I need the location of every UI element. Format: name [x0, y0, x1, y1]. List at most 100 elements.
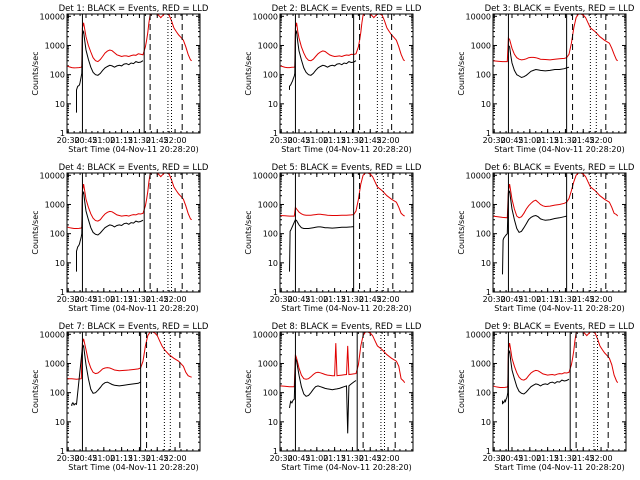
y-axis-label: Counts/sec — [457, 210, 466, 254]
y-tick-label: 10000 — [40, 171, 65, 180]
y-axis: 1 10 100 1000 10000 — [466, 171, 626, 297]
y-tick-label: 100 — [50, 389, 65, 398]
x-tick-label: 22:00 — [164, 136, 187, 145]
plot-frame — [279, 172, 414, 293]
x-tick-label: 21:30 — [341, 295, 364, 304]
x-tick-label: 21:15 — [323, 454, 346, 463]
x-tick-label: 20:45 — [74, 454, 97, 463]
x-tick-label: 21:15 — [110, 295, 133, 304]
y-tick-label: 10000 — [253, 330, 278, 339]
y-tick-label: 100 — [263, 230, 278, 239]
y-tick-label: 100 — [50, 71, 65, 80]
y-tick-label: 100 — [476, 230, 491, 239]
plot-area — [280, 173, 405, 292]
x-axis-label: Start Time (04-Nov-11 20:28:20) — [494, 304, 624, 313]
y-tick-label: 10 — [268, 418, 278, 427]
x-tick-label: 20:30 — [270, 136, 293, 145]
x-tick-label: 20:30 — [270, 295, 293, 304]
x-axis-label: Start Time (04-Nov-11 20:28:20) — [281, 145, 411, 154]
x-tick-label: 21:30 — [341, 454, 364, 463]
y-tick-label: 100 — [50, 230, 65, 239]
y-axis-label: Counts/sec — [457, 369, 466, 413]
panel-title: Det 9: BLACK = Events, RED = LLD — [485, 322, 635, 332]
y-axis-label: Counts/sec — [31, 210, 40, 254]
x-tick-label: 21:45 — [572, 295, 595, 304]
y-axis-label: Counts/sec — [244, 51, 253, 95]
detector-panel-1: Det 1: BLACK = Events, RED = LLD 1 10 100 10… — [31, 4, 209, 154]
plot-area — [493, 173, 619, 292]
y-tick-label: 1 — [273, 129, 278, 138]
y-tick-label: 1000 — [471, 359, 491, 368]
y-tick-label: 10000 — [40, 12, 65, 21]
y-tick-label: 10000 — [253, 12, 278, 21]
plot-area — [67, 332, 192, 451]
lld-series-line — [493, 332, 619, 388]
events-series-line — [502, 349, 570, 405]
x-tick-label: 21:00 — [305, 136, 328, 145]
y-tick-label: 1000 — [258, 41, 278, 50]
plot-area — [493, 332, 619, 451]
y-tick-label: 100 — [476, 71, 491, 80]
x-tick-label: 20:30 — [57, 136, 80, 145]
x-tick-label: 21:00 — [92, 136, 115, 145]
x-tick-label: 20:45 — [287, 454, 310, 463]
y-tick-label: 100 — [263, 389, 278, 398]
x-tick-label: 20:45 — [287, 295, 310, 304]
y-tick-label: 1 — [486, 129, 491, 138]
panel-title: Det 3: BLACK = Events, RED = LLD — [485, 4, 635, 14]
x-tick-label: 20:45 — [500, 295, 523, 304]
y-tick-label: 1 — [486, 447, 491, 456]
y-axis: 1 10 100 1000 10000 — [466, 12, 626, 138]
x-axis-label: Start Time (04-Nov-11 20:28:20) — [68, 463, 198, 472]
x-tick-label: 21:15 — [110, 136, 133, 145]
y-axis: 1 10 100 1000 10000 — [253, 171, 413, 297]
y-axis-label: Counts/sec — [31, 51, 40, 95]
detector-panel-7: Det 7: BLACK = Events, RED = LLD 1 10 100 10… — [31, 322, 209, 472]
x-tick-label: 20:30 — [483, 454, 506, 463]
plot-frame — [66, 331, 201, 452]
y-tick-label: 1000 — [45, 359, 65, 368]
plot-frame — [66, 172, 201, 293]
events-series-line — [76, 190, 144, 272]
x-tick-label: 20:30 — [57, 454, 80, 463]
detector-panel-2: Det 2: BLACK = Events, RED = LLD 1 10 100 10… — [244, 4, 422, 154]
detector-panel-9: Det 9: BLACK = Events, RED = LLD 1 10 100 10… — [457, 322, 635, 472]
events-series-line — [71, 344, 141, 406]
x-tick-label: 21:00 — [92, 295, 115, 304]
plot-frame — [492, 172, 627, 293]
panel-title: Det 7: BLACK = Events, RED = LLD — [59, 322, 209, 332]
x-tick-label: 21:00 — [305, 454, 328, 463]
panel-title: Det 4: BLACK = Events, RED = LLD — [59, 163, 209, 173]
x-tick-label: 20:30 — [57, 295, 80, 304]
x-tick-label: 20:45 — [74, 295, 97, 304]
y-tick-label: 10000 — [466, 330, 491, 339]
x-tick-label: 21:30 — [128, 454, 151, 463]
x-tick-label: 21:00 — [518, 136, 541, 145]
detector-panel-8: Det 8: BLACK = Events, RED = LLD 1 10 100 10… — [244, 322, 422, 472]
y-tick-label: 10 — [268, 259, 278, 268]
y-tick-label: 10000 — [253, 171, 278, 180]
x-tick-label: 21:30 — [554, 136, 577, 145]
y-axis-label: Counts/sec — [457, 51, 466, 95]
y-tick-label: 1 — [273, 288, 278, 297]
x-tick-label: 20:45 — [500, 136, 523, 145]
x-tick-label: 21:45 — [359, 295, 382, 304]
plot-area — [67, 173, 192, 292]
x-tick-label: 22:00 — [377, 136, 400, 145]
x-tick-label: 20:30 — [483, 295, 506, 304]
panel-title: Det 1: BLACK = Events, RED = LLD — [59, 4, 209, 14]
lld-series-line — [280, 14, 405, 69]
detector-panel-5: Det 5: BLACK = Events, RED = LLD 1 10 100 10… — [244, 163, 422, 313]
x-tick-label: 21:00 — [518, 454, 541, 463]
x-tick-label: 20:30 — [483, 136, 506, 145]
plot-frame — [492, 13, 627, 134]
y-tick-label: 1 — [273, 447, 278, 456]
x-tick-label: 21:15 — [110, 454, 133, 463]
y-tick-label: 10 — [481, 259, 491, 268]
x-tick-label: 21:00 — [92, 454, 115, 463]
y-tick-label: 1 — [60, 129, 65, 138]
x-axis-label: Start Time (04-Nov-11 20:28:20) — [281, 304, 411, 313]
x-axis-label: Start Time (04-Nov-11 20:28:20) — [68, 145, 198, 154]
